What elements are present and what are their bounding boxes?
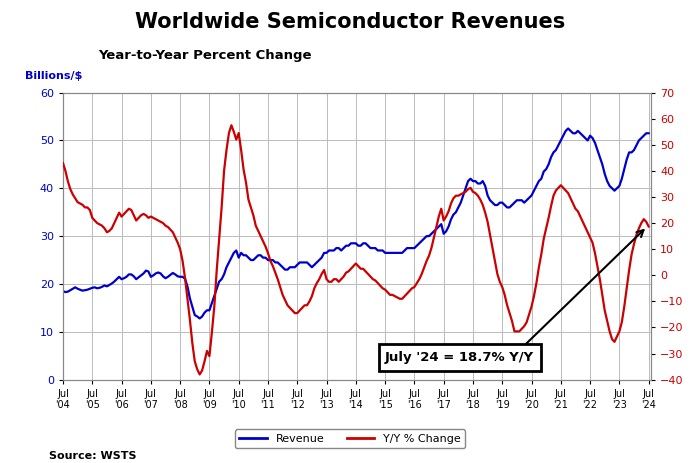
Legend: Revenue, Y/Y % Change: Revenue, Y/Y % Change (234, 429, 466, 448)
Text: Billions/$: Billions/$ (25, 71, 82, 81)
Text: Worldwide Semiconductor Revenues: Worldwide Semiconductor Revenues (135, 12, 565, 31)
Text: Year-to-Year Percent Change: Year-to-Year Percent Change (98, 49, 312, 62)
Text: July '24 = 18.7% Y/Y: July '24 = 18.7% Y/Y (385, 351, 534, 364)
Text: Source: WSTS: Source: WSTS (49, 450, 136, 461)
